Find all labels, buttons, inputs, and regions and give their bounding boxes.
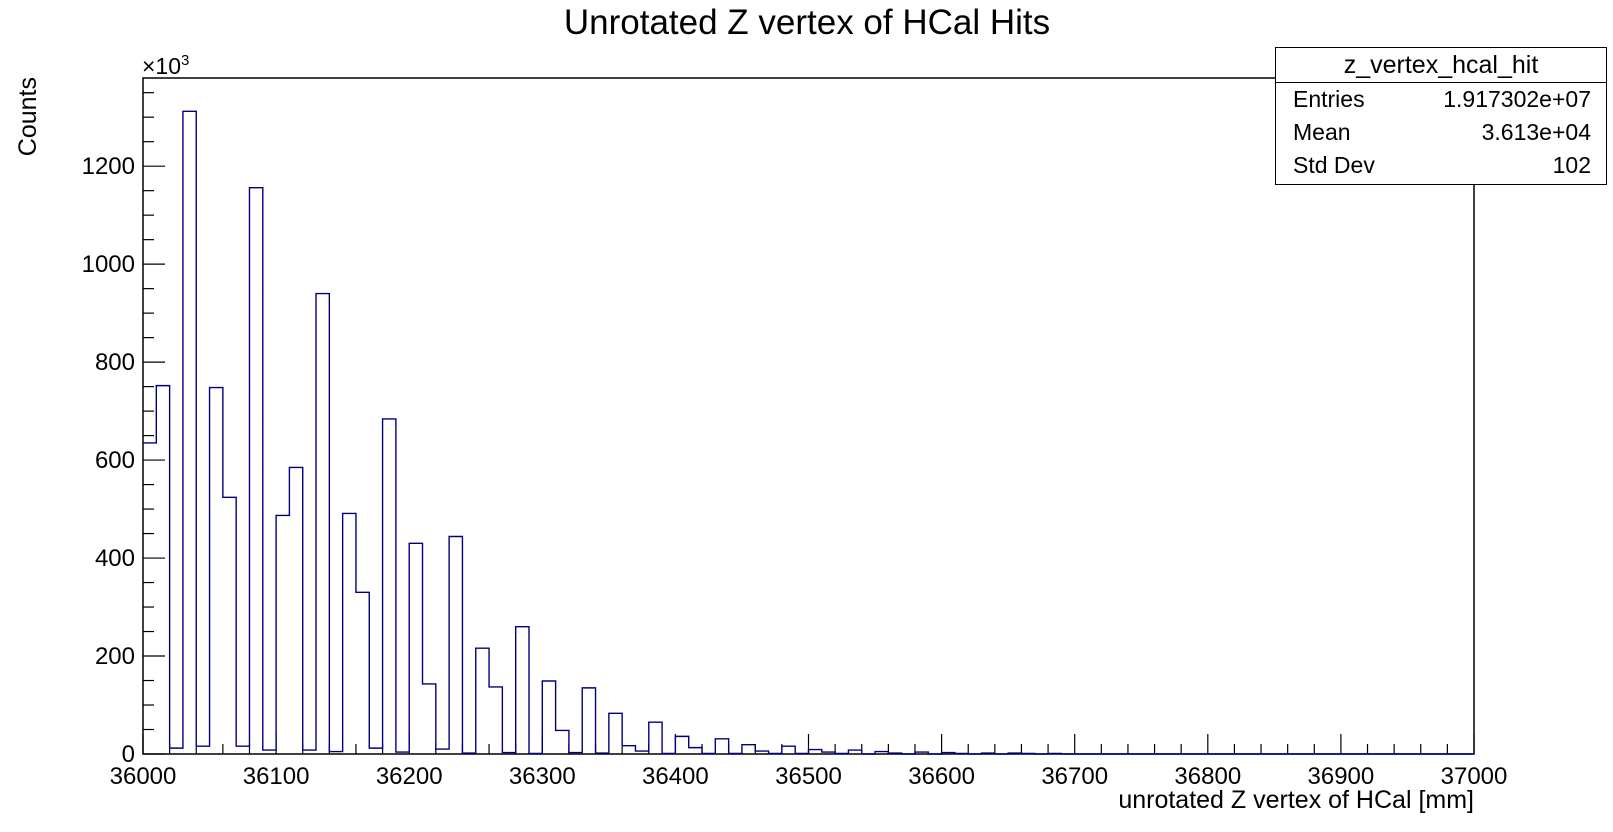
histogram-bin [675,736,688,754]
y-tick-label: 600 [95,447,135,474]
histogram-bin [196,746,209,754]
y-tick-label: 400 [95,545,135,572]
histogram-bin [170,748,183,754]
histogram-bin [489,687,502,754]
histogram-bin [409,543,422,754]
histogram-bins [143,111,1061,754]
histogram-bin [223,497,236,754]
y-tick-label: 1200 [82,153,135,180]
histogram-bin [556,730,569,754]
histogram-bin [449,537,462,754]
histogram-bin [356,592,369,754]
histogram-bin [210,388,223,754]
stats-row-entries: Entries 1.917302e+07 [1276,83,1606,116]
x-tick-label: 36000 [110,763,177,790]
tick-labels: 36000 36100 36200 36300 36400 36500 36600 36700… [82,153,1508,790]
y-tick-label: 800 [95,349,135,376]
histogram-bin [782,746,795,754]
x-tick-label: 36200 [376,763,443,790]
histogram-bin [516,627,529,754]
y-axis-label: Counts [14,77,42,156]
y-multiplier-exponent: 3 [181,52,189,69]
histogram-bin [343,513,356,754]
x-tick-label: 36700 [1041,763,1108,790]
y-multiplier: ×103 [142,52,189,79]
histogram-bin [476,648,489,754]
stats-label: Std Dev [1293,152,1375,178]
stats-row-stddev: Std Dev 102 [1276,149,1606,182]
stats-value: 3.613e+04 [1481,119,1591,145]
histogram-bin [423,684,436,754]
y-tick-label: 1000 [82,251,135,278]
stats-label: Mean [1293,119,1351,145]
histogram-bin [249,188,262,754]
histogram-bin [276,515,289,754]
histogram-bin [383,419,396,754]
histogram-bin [183,111,196,754]
histogram-bin [622,746,635,754]
histogram-bin [689,748,702,754]
histogram-bin [156,386,169,754]
x-tick-label: 36600 [908,763,975,790]
histogram-bin [609,713,622,754]
x-tick-label: 36400 [642,763,709,790]
x-tick-label: 36900 [1308,763,1375,790]
x-tick-label: 36300 [509,763,576,790]
x-tick-label: 37000 [1441,763,1508,790]
stats-value: 102 [1552,152,1591,178]
stats-value: 1.917302e+07 [1443,86,1591,112]
y-tick-label: 200 [95,643,135,670]
x-axis-label: unrotated Z vertex of HCal [mm] [1118,786,1474,814]
stats-row-mean: Mean 3.613e+04 [1276,116,1606,149]
histogram-bin [369,748,382,754]
x-tick-label: 36800 [1174,763,1241,790]
stats-label: Entries [1293,86,1365,112]
x-tick-label: 36500 [775,763,842,790]
chart-title: Unrotated Z vertex of HCal Hits [564,3,1050,42]
histogram-bin [236,746,249,754]
histogram-bin [582,688,595,754]
histogram-bin [649,722,662,754]
stats-box: z_vertex_hcal_hit Entries 1.917302e+07 M… [1275,47,1607,185]
histogram-bin [289,467,302,754]
histogram-bin [542,681,555,754]
histogram-bin [715,739,728,754]
y-tick-label: 0 [122,741,135,768]
histogram-bin [143,443,156,754]
histogram-bin [742,745,755,754]
stats-title: z_vertex_hcal_hit [1276,48,1606,83]
x-tick-label: 36100 [243,763,310,790]
histogram-outline [143,110,1474,755]
histogram-bin [316,294,329,754]
